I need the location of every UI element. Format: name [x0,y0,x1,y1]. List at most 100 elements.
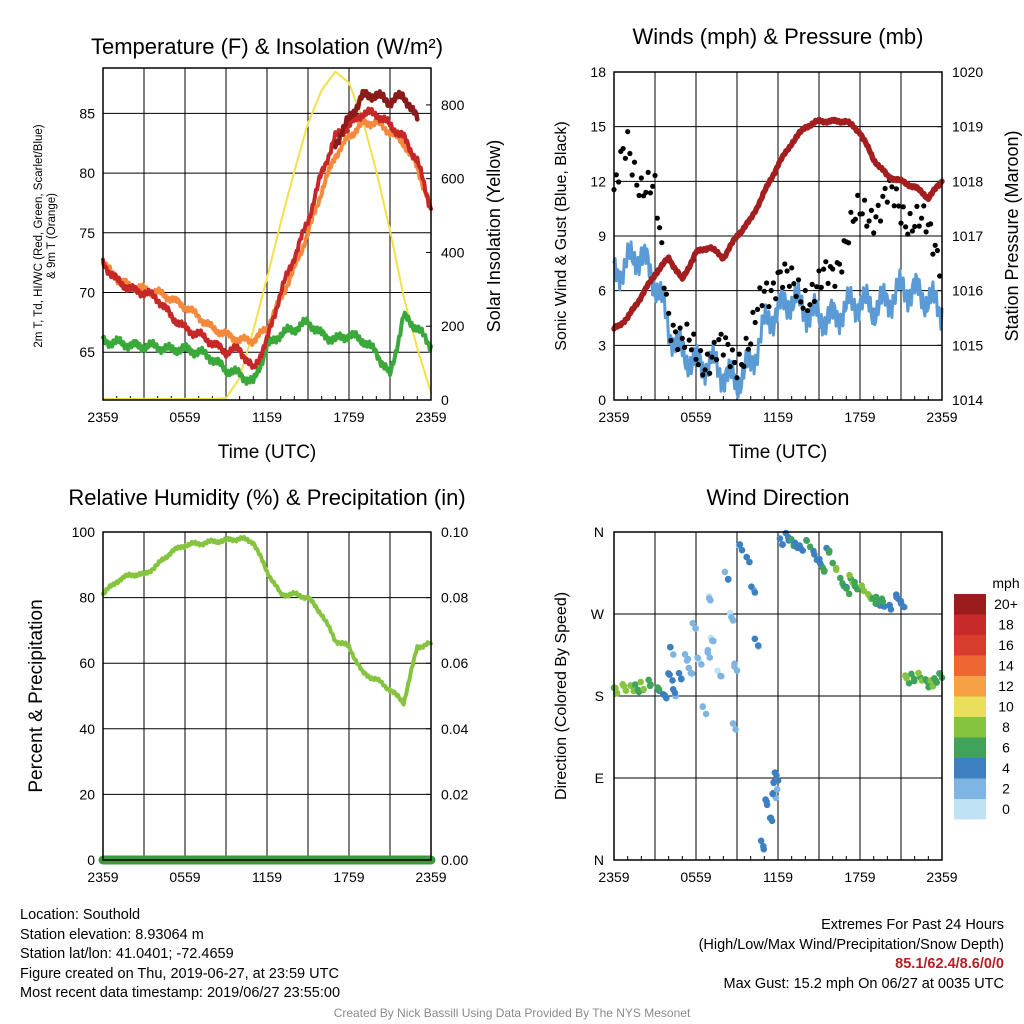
winds-panel: Winds (mph) & Pressure (mb) 2359 0559 1159… [553,24,1022,463]
gust-point [695,362,701,368]
gust-point [782,261,788,267]
gust-point [768,287,774,294]
gust-point [868,207,875,213]
gust-point [625,129,631,135]
y-tick-label-left: 70 [79,285,95,301]
direction-point [754,642,762,649]
y-tick-label-left: 15 [590,119,606,135]
gust-point [909,228,916,234]
direction-point [743,553,750,561]
gust-point [745,346,752,352]
y-tick-label-right: 1016 [952,283,983,299]
direction-tick-label: N [594,852,604,868]
gust-point [670,322,676,328]
direction-point [910,675,918,682]
gust-point [702,367,708,373]
direction-point [721,568,729,576]
direction-ylabel-left: Direction (Colored By Speed) [553,592,570,800]
plot-border [613,531,943,861]
gust-point [871,230,877,236]
direction-point [897,600,905,607]
direction-point [670,651,677,658]
plot-border [613,71,943,401]
winds-title: Winds (mph) & Pressure (mb) [633,24,924,49]
colorbar-swatch [954,655,986,676]
gust-point [896,203,902,209]
direction-point [881,603,888,610]
direction-point [669,677,676,684]
y-tick-label-left: 80 [79,590,95,606]
direction-point [776,535,784,542]
direction-tick-label: S [595,688,604,704]
direction-point [845,590,853,598]
direction-point [710,637,717,645]
colorbar-swatch [954,635,986,656]
x-tick-label: 0559 [680,409,711,425]
direction-tick-label: N [594,524,604,540]
direction-point [631,681,639,688]
info-latlon: Station lat/lon: 41.0401; -72.4659 [20,946,234,962]
y-tick-label-left: 3 [598,337,606,353]
gust-point [743,335,749,341]
gust-point [786,283,793,289]
temp-9m-line [101,117,433,347]
gust-point [688,347,695,353]
extremes-title: Extremes For Past 24 Hours [821,917,1004,933]
direction-point [736,541,744,548]
gust-point [814,284,820,290]
gust-point [809,281,815,287]
gust-point [657,225,663,231]
gust-point [727,364,733,370]
gust-point [700,372,706,378]
gust-point [734,375,740,381]
gust-point [905,231,911,237]
gust-point [661,285,667,291]
gust-point [795,277,802,283]
direction-point [729,720,737,727]
gust-point [864,223,870,229]
humidity-title: Relative Humidity (%) & Precipitation (i… [68,485,465,510]
credit-line: Created By Nick Bassill Using Data Provi… [333,1006,691,1020]
gust-point [686,337,692,343]
direction-point [782,529,790,537]
gust-point [800,305,806,311]
gust-point [704,351,711,357]
gust-point [748,341,754,347]
direction-point [826,547,833,555]
extremes-subtitle: (High/Low/Max Wind/Precipitation/Snow De… [698,936,1004,953]
x-tick-label: 1759 [844,869,875,885]
gust-point [832,283,838,289]
x-tick-label: 2359 [598,869,629,885]
gust-point [634,182,640,188]
x-tick-label: 2359 [926,409,957,425]
gust-point [912,223,918,230]
gust-point [773,296,779,302]
direction-point [707,597,714,604]
direction-point [886,602,893,609]
gust-point [631,159,638,165]
direction-point [760,842,767,850]
gust-point [791,281,797,287]
direction-point [665,670,672,677]
colorbar-label: 0 [1002,801,1010,817]
direction-point [718,672,725,680]
direction-point [698,661,705,668]
x-tick-label: 2359 [87,409,118,425]
direction-point [799,547,806,554]
gust-point [846,240,852,246]
gust-point [682,344,688,350]
colorbar-label: 12 [998,678,1014,694]
winds-xlabel: Time (UTC) [729,442,828,463]
direction-point [659,691,667,698]
direction-point [637,678,644,686]
station-info: Location: Southold Station elevation: 8.… [20,906,340,1004]
direction-point [829,559,836,567]
direction-point [654,684,661,691]
gust-point [937,273,943,279]
gust-point [793,293,799,299]
direction-point [704,649,712,656]
direction-point [773,772,780,779]
y-tick-label-right: 1014 [952,392,983,408]
gust-point [675,346,681,353]
